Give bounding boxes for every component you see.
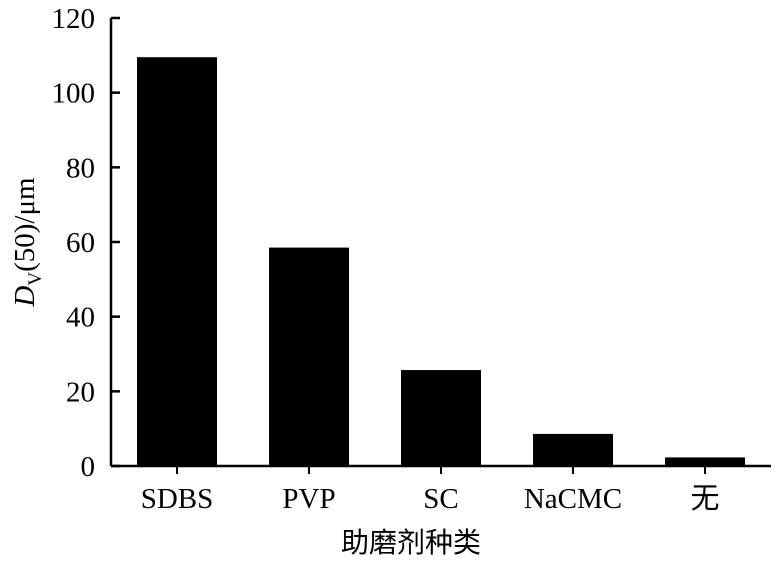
- y-ticks: 0 20 40 60 80 100 120: [52, 3, 120, 483]
- x-tick-labels: SDBS PVP SC NaCMC 无: [141, 466, 720, 515]
- y-tick-label: 40: [66, 302, 95, 334]
- x-tick-label: NaCMC: [524, 483, 622, 515]
- bar-3: [401, 370, 481, 466]
- y-tick-label: 60: [66, 227, 95, 259]
- y-tick-label: 100: [52, 78, 96, 110]
- bar-5: [665, 457, 745, 466]
- x-tick-label: PVP: [282, 483, 335, 515]
- y-axis-title-rest: (50)/μm: [9, 177, 41, 272]
- y-axis-title: DV(50)/μm: [9, 177, 46, 308]
- x-tick-label: SC: [423, 483, 458, 515]
- x-tick-label: 无: [690, 483, 719, 515]
- y-tick-label: 80: [66, 152, 95, 184]
- bar-2: [269, 247, 349, 466]
- y-axis-title-main: D: [9, 286, 41, 308]
- bar-4: [533, 433, 613, 466]
- y-tick-label: 20: [66, 376, 95, 408]
- y-tick-label: 0: [81, 451, 96, 483]
- bar-1: [137, 57, 217, 466]
- x-axis-title: 助磨剂种类: [341, 526, 481, 559]
- bars: [137, 57, 745, 466]
- x-tick-label: SDBS: [141, 483, 214, 515]
- y-axis-title-subscript: V: [25, 272, 46, 286]
- y-tick-label: 120: [52, 3, 96, 35]
